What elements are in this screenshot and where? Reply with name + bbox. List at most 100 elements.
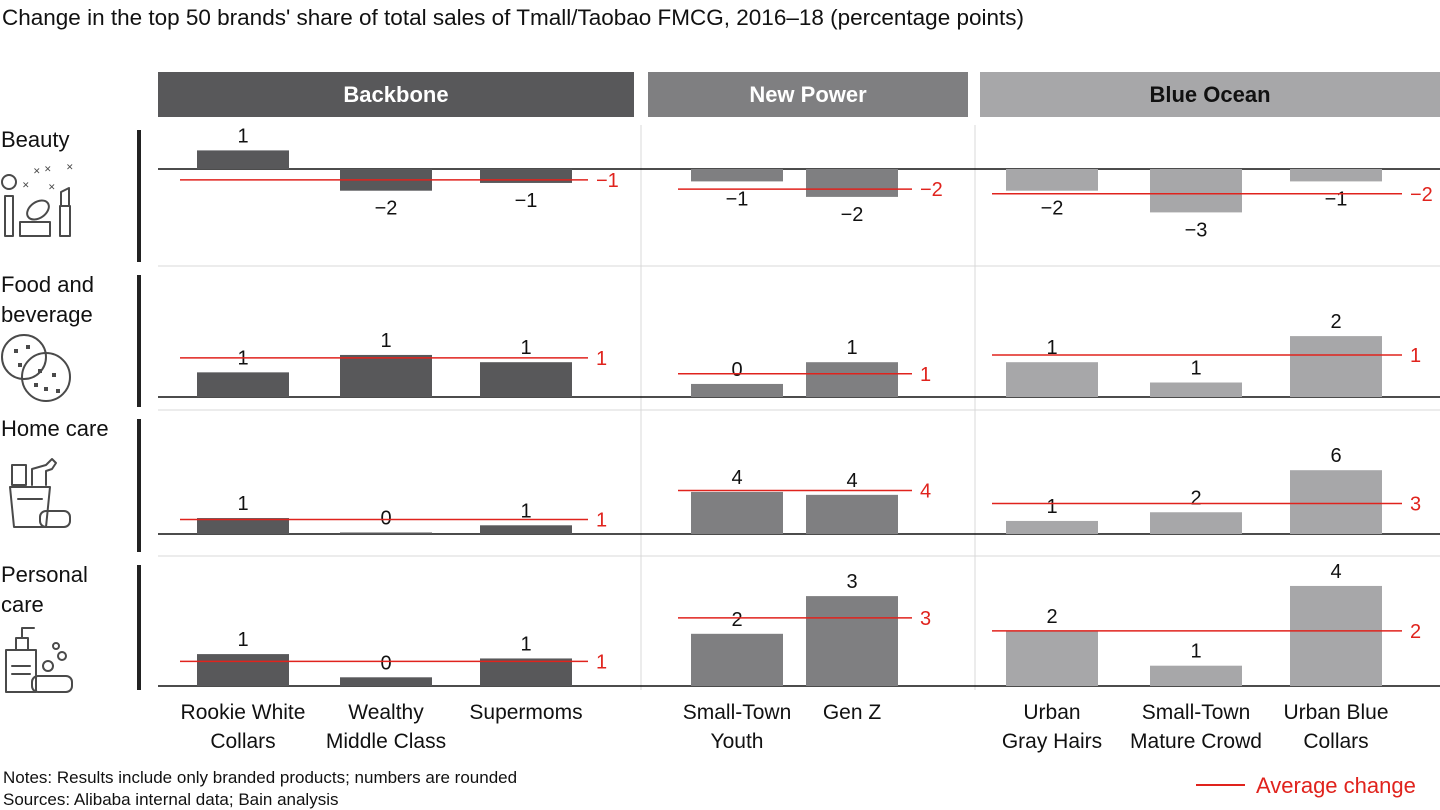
group-header-label-1: New Power [749, 82, 867, 107]
segment-label-wmc-1: Middle Class [326, 730, 446, 753]
bar-3-4 [806, 596, 898, 686]
average-value-3-2: 2 [1410, 621, 1421, 643]
sparkle-2: ✕ [48, 182, 56, 192]
chip-3 [38, 369, 42, 373]
bar-2-3 [691, 491, 783, 534]
soap-icon [5, 627, 73, 693]
group-header-label-0: Backbone [343, 82, 448, 107]
cookie-front [21, 352, 71, 402]
cookie-icon [1, 334, 71, 402]
bar-value-1-2: 1 [520, 337, 531, 359]
bar-0-0 [197, 150, 289, 169]
segment-label-stmc-1: Mature Crowd [1130, 730, 1262, 753]
bar-value-1-3: 0 [731, 359, 742, 381]
sparkle-4: ✕ [44, 164, 52, 174]
sparkle-1: ✕ [22, 180, 30, 190]
sources-text: Sources: Alibaba internal data; Bain ana… [3, 790, 338, 809]
average-value-3-1: 3 [920, 608, 931, 630]
row-axis-bar-1 [137, 275, 141, 407]
bar-value-3-5: 2 [1046, 606, 1057, 628]
bubble-1 [42, 660, 54, 672]
bar-value-0-0: 1 [237, 125, 248, 147]
bottle [11, 464, 27, 486]
bar-value-1-6: 1 [1190, 358, 1201, 380]
sponge [39, 510, 71, 528]
average-value-0-1: −2 [920, 179, 943, 201]
bar-2-7 [1290, 470, 1382, 534]
legend: Average change [1196, 773, 1416, 798]
bar-3-7 [1290, 585, 1382, 686]
bar-3-5 [1006, 630, 1098, 686]
segment-label-ugh-1: Gray Hairs [1002, 730, 1102, 753]
bar-1-1 [340, 354, 432, 397]
bar-3-6 [1150, 665, 1242, 686]
bar-2-0 [197, 518, 289, 534]
bar-value-2-1: 0 [380, 508, 391, 530]
bar-2-5 [1006, 520, 1098, 534]
bar-0-7 [1290, 169, 1382, 182]
bar-2-1 [340, 532, 432, 534]
segment-label-rwc-0: Rookie White [181, 701, 306, 724]
row-axis-bar-0 [137, 130, 141, 262]
bar-value-0-1: −2 [375, 198, 398, 220]
row-axis-bar-2 [137, 419, 141, 552]
segment-label-wmc-0: Wealthy [348, 701, 424, 724]
segment-label-sty-1: Youth [711, 730, 764, 753]
segment-label-rwc-1: Collars [210, 730, 275, 753]
bar-value-2-6: 2 [1190, 487, 1201, 509]
chip-0 [14, 349, 18, 353]
segment-label-sty-0: Small-Town [683, 701, 792, 724]
category-icons: ✕✕ ✕✕✕ [1, 162, 74, 693]
row-label-3-1: care [1, 592, 44, 617]
chart-title: Change in the top 50 brands' share of to… [2, 5, 1024, 30]
legend-label: Average change [1256, 773, 1416, 798]
bar-value-3-7: 4 [1330, 561, 1341, 583]
panel-dividers [158, 125, 1440, 690]
chip-7 [34, 383, 38, 387]
bar-value-3-6: 1 [1190, 641, 1201, 663]
row-label-1-1: beverage [1, 302, 93, 327]
segment-labels: Rookie White Collars Wealthy Middle Class Su… [181, 701, 1389, 753]
beauty-icon: ✕✕ ✕✕✕ [1, 162, 74, 237]
lipstick-tip [60, 187, 70, 207]
average-value-0-2: −2 [1410, 184, 1433, 206]
bar-3-0 [197, 654, 289, 686]
bar-0-6 [1150, 169, 1242, 213]
cleaning-icon [9, 458, 71, 528]
bar-value-0-4: −2 [841, 204, 864, 226]
chip-2 [18, 363, 22, 367]
segment-label-gz-0: Gen Z [823, 701, 882, 724]
bar-3-3 [691, 633, 783, 686]
segment-label-ubc-0: Urban Blue [1283, 701, 1388, 724]
average-value-1-1: 1 [920, 364, 931, 386]
average-value-1-0: 1 [596, 348, 607, 370]
bar-2-6 [1150, 512, 1242, 534]
chip-5 [44, 387, 48, 391]
segment-label-ugh-0: Urban [1023, 701, 1080, 724]
brush-head [1, 174, 17, 190]
bar-3-2 [480, 658, 572, 686]
chip-1 [26, 345, 30, 349]
compact-mirror [26, 199, 50, 221]
bar-value-2-0: 1 [237, 493, 248, 515]
bar-value-3-2: 1 [520, 633, 531, 655]
bar-value-0-3: −1 [726, 188, 749, 210]
bar-0-2 [480, 169, 572, 183]
bar-1-0 [197, 372, 289, 397]
row-label-1-0: Food and [1, 272, 94, 297]
sparkle-3: ✕ [66, 162, 74, 172]
row-label-3-0: Personal [1, 562, 88, 587]
bar-0-4 [806, 169, 898, 197]
bar-value-0-2: −1 [515, 190, 538, 212]
bubble-3 [52, 642, 60, 650]
row-label-0-0: Beauty [1, 127, 70, 152]
soap-bar [31, 675, 73, 693]
bars: 1 −2 −1 −1 −2 −2 −3 −1 −1 −2 −2 1 1 1 0 1 1 1 2 1 1 1 1 0 1 4 4 1 2 6… [158, 125, 1440, 687]
bar-2-4 [806, 494, 898, 534]
compact-base [19, 221, 51, 237]
pump-head [15, 627, 35, 651]
segment-label-sm-0: Supermoms [469, 701, 582, 724]
bar-1-6 [1150, 382, 1242, 397]
row-labels: Beauty Food and beverage Home care Personal c… [1, 127, 141, 690]
